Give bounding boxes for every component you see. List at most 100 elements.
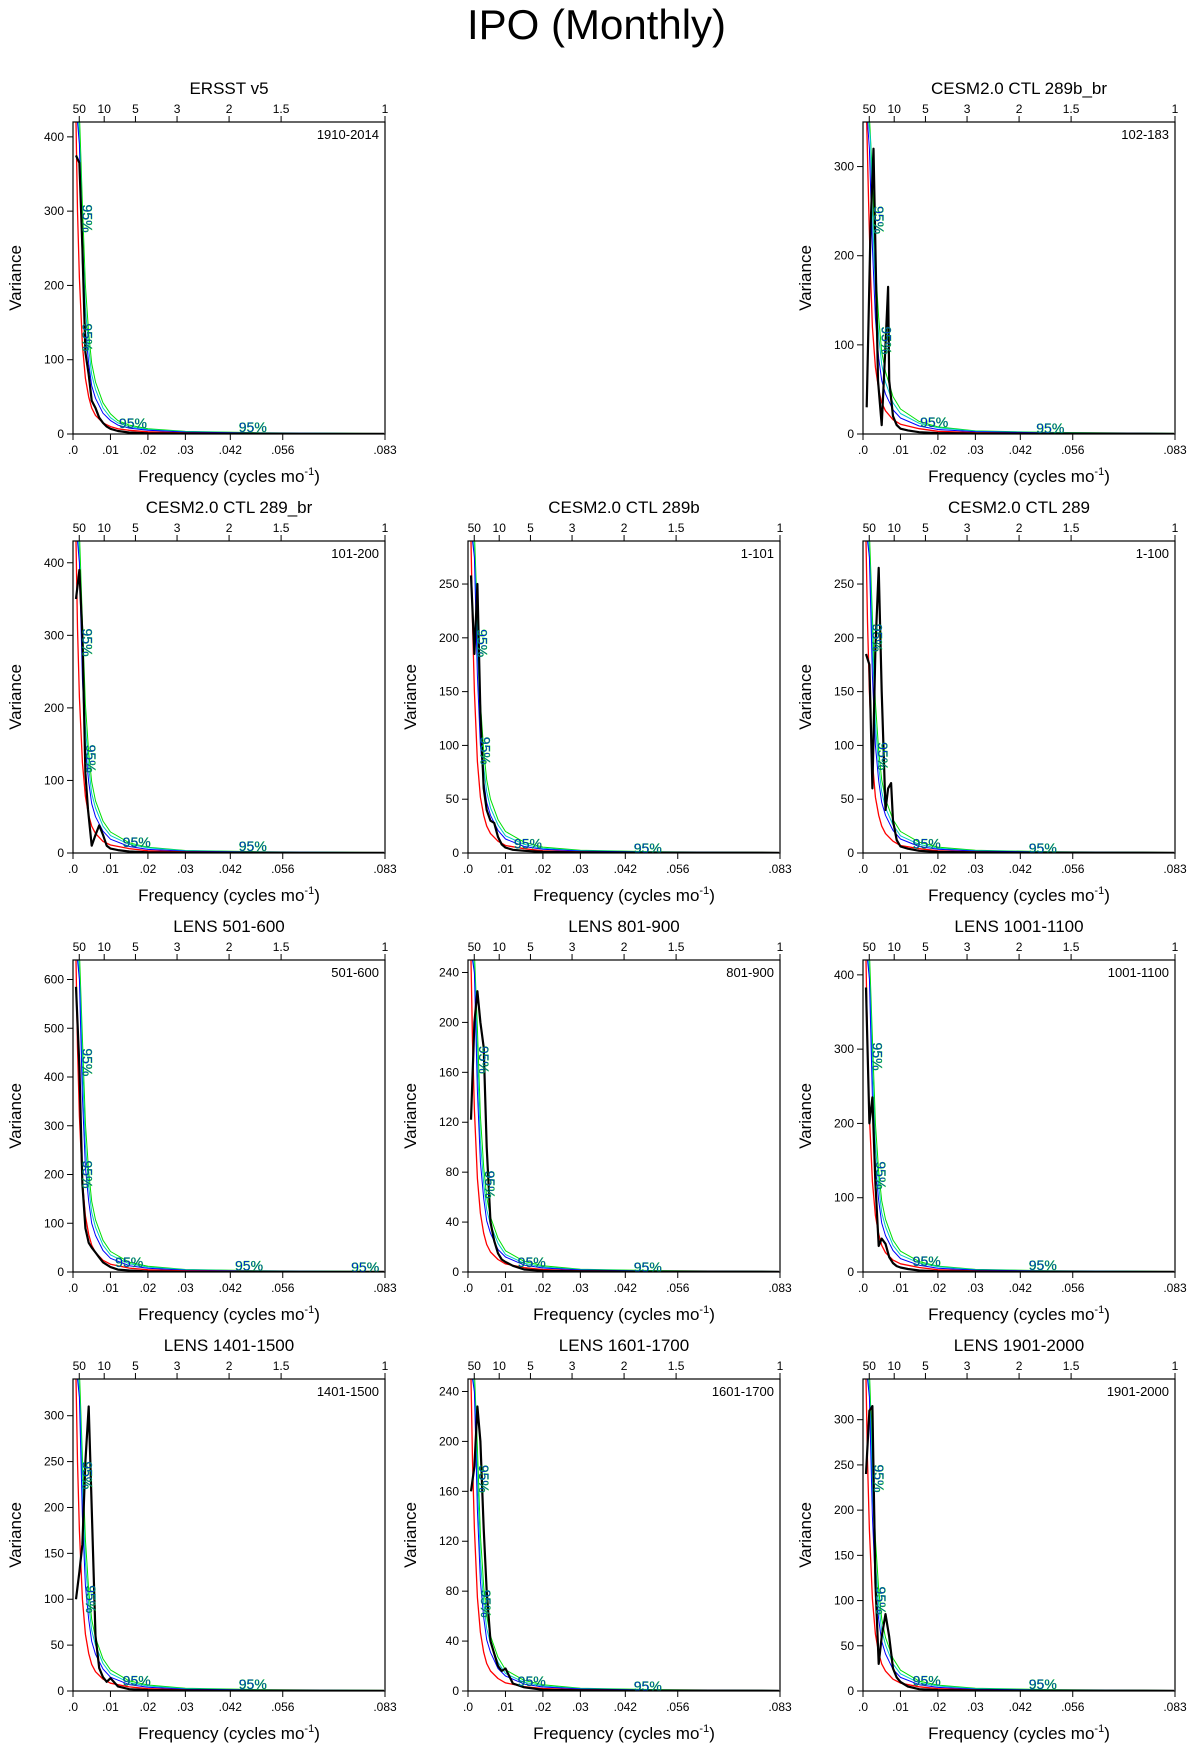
- y-tick-label: 100: [834, 738, 854, 752]
- series-line-ci-blue: [867, 122, 1174, 434]
- series-group: [469, 541, 779, 853]
- x-axis-label-close: ): [314, 467, 320, 486]
- series-line-red-noise: [75, 122, 384, 434]
- series-line-ci-green: [869, 541, 1174, 853]
- x-axis-label-exponent: -1: [304, 885, 314, 897]
- series-line-ci-green: [79, 122, 384, 434]
- x-tick-label: .083: [768, 1700, 792, 1714]
- series-line-ci-green: [79, 541, 384, 853]
- x-tick-label: .056: [1061, 1281, 1085, 1295]
- y-tick-label: 240: [439, 965, 459, 979]
- series-line-ci-green: [869, 1379, 1174, 1691]
- series-line-ci-blue: [867, 960, 1174, 1272]
- confidence-label: 95%: [79, 629, 95, 657]
- confidence-label: 95%: [239, 1676, 267, 1692]
- y-axis-label: Variance: [6, 664, 25, 730]
- period-tick-label: 5: [132, 102, 139, 116]
- plot-frame: [72, 1378, 386, 1692]
- y-tick-label: 300: [44, 1409, 64, 1423]
- x-tick-label: .03: [572, 862, 589, 876]
- series-line-red-noise: [470, 1379, 779, 1691]
- period-tick-label: 50: [863, 1359, 877, 1373]
- period-tick-label: 2: [226, 102, 233, 116]
- x-tick-label: .0: [858, 862, 868, 876]
- x-tick-label: .083: [1163, 443, 1187, 457]
- x-tick-label: .042: [1009, 443, 1033, 457]
- x-axis-label-text: Frequency (cycles mo: [928, 1305, 1094, 1324]
- x-tick-label: .03: [967, 862, 984, 876]
- y-tick-label: 150: [834, 685, 854, 699]
- x-tick-label: .0: [68, 862, 78, 876]
- panel-title: LENS 1901-2000: [954, 1336, 1084, 1355]
- series-line-ci-blue: [77, 122, 384, 434]
- series-group: [74, 960, 384, 1272]
- series-line-spectrum: [469, 1405, 779, 1691]
- x-tick-label: .056: [1061, 1700, 1085, 1714]
- y-axis-label: Variance: [796, 1502, 815, 1568]
- x-axis-label-close: ): [314, 1724, 320, 1743]
- x-axis-label: Frequency (cycles mo-1): [138, 885, 320, 905]
- period-label: 1601-1700: [712, 1384, 774, 1399]
- confidence-label: 95%: [879, 326, 895, 354]
- y-tick-label: 200: [44, 701, 64, 715]
- y-tick-label: 200: [439, 1434, 459, 1448]
- x-tick-label: .03: [967, 1700, 984, 1714]
- period-tick-label: 2: [226, 1359, 233, 1373]
- period-tick-label: 5: [527, 521, 534, 535]
- y-tick-label: 40: [446, 1215, 460, 1229]
- panel-title: CESM2.0 CTL 289: [948, 498, 1090, 517]
- y-tick-label: 150: [439, 685, 459, 699]
- x-tick-label: .01: [892, 1281, 909, 1295]
- y-axis-label: Variance: [401, 664, 420, 730]
- x-axis-label-exponent: -1: [699, 1304, 709, 1316]
- series-group: [864, 1379, 1174, 1691]
- confidence-label: 95%: [482, 1171, 498, 1199]
- confidence-label: 95%: [123, 834, 151, 850]
- period-tick-label: 1.5: [273, 940, 290, 954]
- x-axis-label-text: Frequency (cycles mo: [928, 1724, 1094, 1743]
- x-axis-label: Frequency (cycles mo-1): [928, 1304, 1110, 1324]
- y-tick-label: 0: [847, 1684, 854, 1698]
- x-tick-label: .056: [271, 443, 295, 457]
- x-tick-label: .03: [177, 1281, 194, 1295]
- series-line-ci-cyan: [868, 1379, 1174, 1691]
- y-tick-label: 300: [44, 628, 64, 642]
- plot-frame: [467, 540, 781, 854]
- x-axis-label-text: Frequency (cycles mo: [928, 886, 1094, 905]
- x-tick-label: .02: [140, 1700, 157, 1714]
- x-tick-label: .01: [892, 862, 909, 876]
- confidence-label: 95%: [79, 1048, 95, 1076]
- x-tick-label: .083: [373, 862, 397, 876]
- confidence-label: 95%: [477, 737, 493, 765]
- period-tick-label: 3: [569, 1359, 576, 1373]
- y-tick-label: 0: [452, 846, 459, 860]
- x-tick-label: .056: [1061, 443, 1085, 457]
- series-line-ci-green: [79, 1379, 384, 1691]
- period-tick-label: 1.5: [1063, 1359, 1080, 1373]
- x-axis-label-exponent: -1: [1094, 885, 1104, 897]
- period-tick-label: 1.5: [273, 521, 290, 535]
- period-tick-label: 50: [73, 102, 87, 116]
- series-line-red-noise: [866, 122, 1174, 434]
- confidence-label: 95%: [239, 419, 267, 435]
- x-tick-label: .042: [614, 1281, 638, 1295]
- series-line-ci-blue: [472, 541, 779, 853]
- x-tick-label: .056: [666, 1700, 690, 1714]
- period-tick-label: 3: [964, 521, 971, 535]
- period-tick-label: 1: [382, 1359, 389, 1373]
- series-line-red-noise: [75, 960, 384, 1272]
- x-axis-label-close: ): [1104, 1724, 1110, 1743]
- confidence-label: 95%: [1029, 840, 1057, 856]
- series-line-red-noise: [865, 1379, 1174, 1691]
- x-tick-label: .0: [68, 443, 78, 457]
- period-tick-label: 1: [1172, 102, 1179, 116]
- series-line-ci-blue: [472, 960, 779, 1272]
- series-group: [864, 541, 1174, 853]
- series-line-ci-blue: [77, 1379, 384, 1691]
- x-tick-label: .02: [930, 1281, 947, 1295]
- x-tick-label: .0: [463, 1281, 473, 1295]
- series-line-spectrum: [74, 986, 384, 1272]
- x-tick-label: .02: [535, 1700, 552, 1714]
- y-tick-label: 240: [439, 1384, 459, 1398]
